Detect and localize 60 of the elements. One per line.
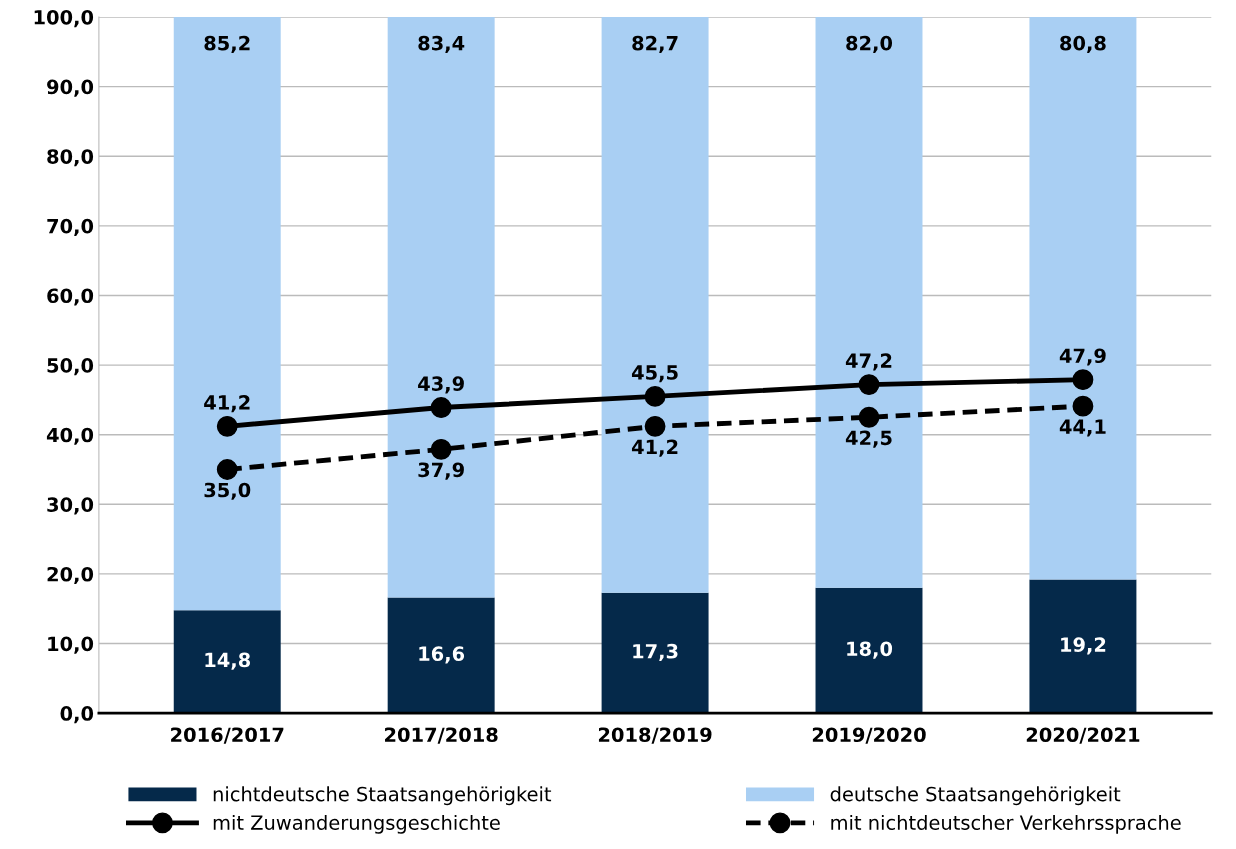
- data-label: 44,1: [1059, 419, 1106, 437]
- x-tick-label: 2018/2019: [598, 727, 712, 744]
- bar: [173, 610, 281, 714]
- bar: [1029, 579, 1137, 714]
- y-tick-label: 50,0: [47, 358, 94, 376]
- legend-label: mit Zuwanderungsgeschichte: [213, 814, 500, 834]
- bar: [1029, 16, 1137, 580]
- y-tick-label: 60,0: [47, 288, 94, 306]
- data-label: 18,0: [847, 641, 893, 659]
- data-label: 82,7: [632, 35, 678, 53]
- bar: [173, 16, 281, 611]
- data-label: 19,2: [1061, 637, 1106, 655]
- point: [216, 415, 238, 437]
- data-label: 83,4: [418, 35, 465, 53]
- point: [216, 459, 238, 480]
- data-label: 47,2: [845, 353, 892, 371]
- x-tick-label: 2020/2021: [1026, 727, 1140, 744]
- data-label: 82,0: [846, 35, 893, 53]
- y-tick-label: 0,0: [60, 706, 94, 724]
- bar: [815, 587, 923, 714]
- point: [1072, 395, 1094, 417]
- point: [1072, 369, 1094, 391]
- y-tick-label: 20,0: [47, 566, 94, 585]
- point: [430, 438, 452, 460]
- data-label: 43,9: [418, 376, 464, 394]
- point: [644, 385, 666, 407]
- bar: [601, 592, 709, 714]
- data-label: 17,3: [633, 643, 678, 662]
- data-label: 42,5: [845, 430, 892, 448]
- y-tick-label: 10,0: [48, 636, 94, 654]
- x-tick-label: 2019/2020: [812, 727, 926, 744]
- legend-label: nichtdeutsche Staatsangehörigkeit: [213, 786, 552, 806]
- y-tick-label: 30,0: [47, 497, 94, 515]
- point: [430, 397, 452, 418]
- point: [858, 374, 880, 395]
- bar: [387, 16, 495, 598]
- bar: [387, 597, 495, 714]
- y-tick-label: 100,0: [34, 9, 94, 28]
- bar: [601, 16, 709, 593]
- y-tick-label: 90,0: [47, 79, 94, 97]
- data-label: 16,6: [419, 646, 465, 664]
- data-label: 14,8: [205, 652, 251, 670]
- data-label: 47,9: [1059, 348, 1106, 366]
- x-tick-label: 2017/2018: [385, 727, 498, 744]
- point: [644, 415, 666, 437]
- data-label: 37,9: [418, 462, 464, 480]
- legend-label: deutsche Staatsangehörigkeit: [830, 786, 1121, 806]
- y-tick-label: 70,0: [47, 218, 94, 236]
- data-label: 41,2: [631, 439, 678, 457]
- y-tick-label: 80,0: [47, 149, 94, 167]
- data-label: 35,0: [204, 482, 251, 500]
- legend-label: mit nichtdeutscher Verkehrssprache: [831, 814, 1181, 834]
- data-label: 45,5: [631, 365, 678, 383]
- data-label: 41,2: [204, 395, 250, 413]
- x-tick-label: 2016/2017: [171, 727, 284, 744]
- data-label: 85,2: [204, 35, 250, 53]
- bar: [815, 16, 923, 588]
- point: [858, 406, 880, 428]
- data-label: 80,8: [1060, 35, 1106, 53]
- y-tick-label: 40,0: [46, 427, 94, 445]
